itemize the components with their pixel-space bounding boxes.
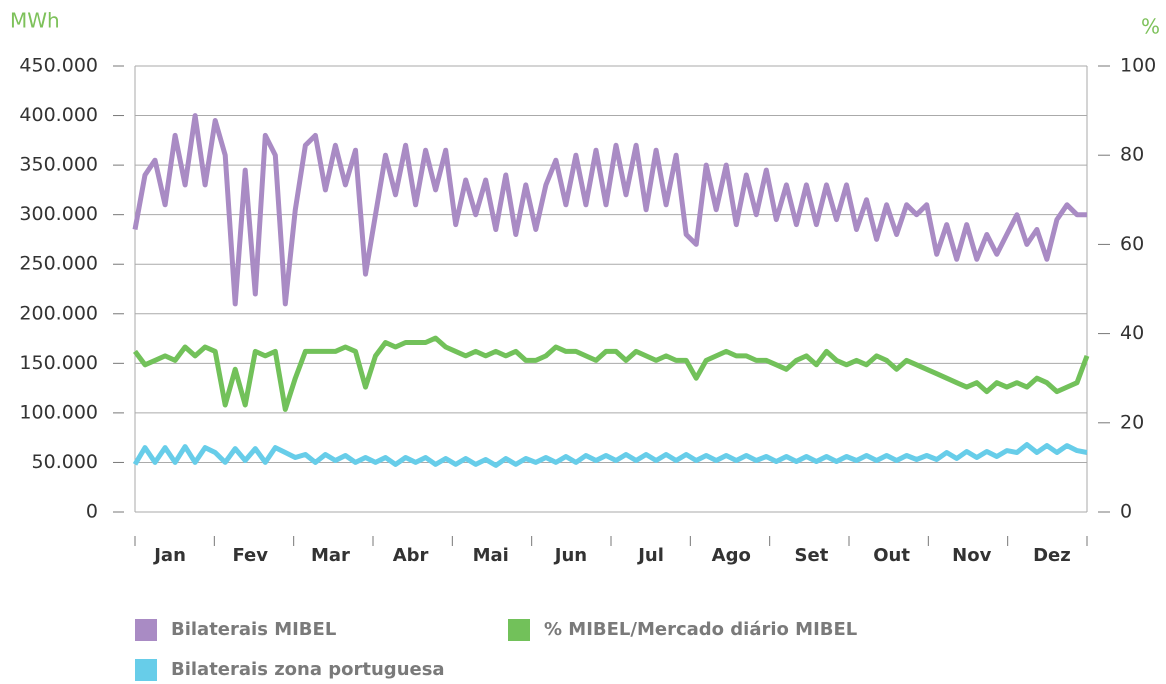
y-tick-label: 400.000 — [19, 104, 98, 126]
x-tick-label: Mar — [311, 545, 350, 566]
y-tick-label: 200.000 — [19, 302, 98, 324]
x-tick-label: Ago — [712, 545, 751, 566]
y-tick-label: 350.000 — [19, 154, 98, 176]
series-line — [132, 442, 1088, 468]
x-tick-label: Mai — [473, 545, 509, 566]
legend-label: Bilaterais MIBEL — [171, 619, 336, 640]
legend-swatch — [135, 659, 157, 681]
y-tick-label: 450.000 — [19, 55, 98, 77]
y2-tick-label: 80 — [1120, 144, 1144, 166]
x-tick-label: Out — [873, 545, 910, 566]
y-unit: MWh — [10, 9, 60, 33]
y2-tick-label: 20 — [1120, 411, 1144, 433]
legend-label: Bilaterais zona portuguesa — [171, 659, 445, 680]
y-tick-label: 0 — [86, 501, 98, 523]
y2-tick-label: 60 — [1120, 233, 1144, 255]
series-line — [132, 335, 1090, 412]
y-tick-label: 150.000 — [19, 352, 98, 374]
y2-tick-label: 0 — [1120, 501, 1132, 523]
y-tick-label: 50.000 — [32, 451, 98, 473]
legend-swatch — [135, 619, 157, 641]
x-tick-label: Jul — [636, 545, 664, 566]
y2-unit: % — [1141, 15, 1160, 39]
series-line — [132, 113, 1087, 307]
x-tick-label: Dez — [1033, 545, 1071, 566]
x-tick-label: Fev — [232, 545, 268, 566]
x-tick-label: Abr — [393, 545, 429, 566]
x-tick-label: Nov — [952, 545, 991, 566]
y-tick-label: 100.000 — [19, 401, 98, 423]
y2-tick-label: 100 — [1120, 55, 1156, 77]
x-tick-label: Jun — [553, 545, 587, 566]
legend-label: % MIBEL/Mercado diário MIBEL — [544, 619, 857, 640]
y2-tick-label: 40 — [1120, 322, 1144, 344]
y-tick-label: 250.000 — [19, 253, 98, 275]
x-tick-label: Jan — [152, 545, 186, 566]
legend-swatch — [508, 619, 530, 641]
y-tick-label: 300.000 — [19, 203, 98, 225]
x-tick-label: Set — [795, 545, 829, 566]
